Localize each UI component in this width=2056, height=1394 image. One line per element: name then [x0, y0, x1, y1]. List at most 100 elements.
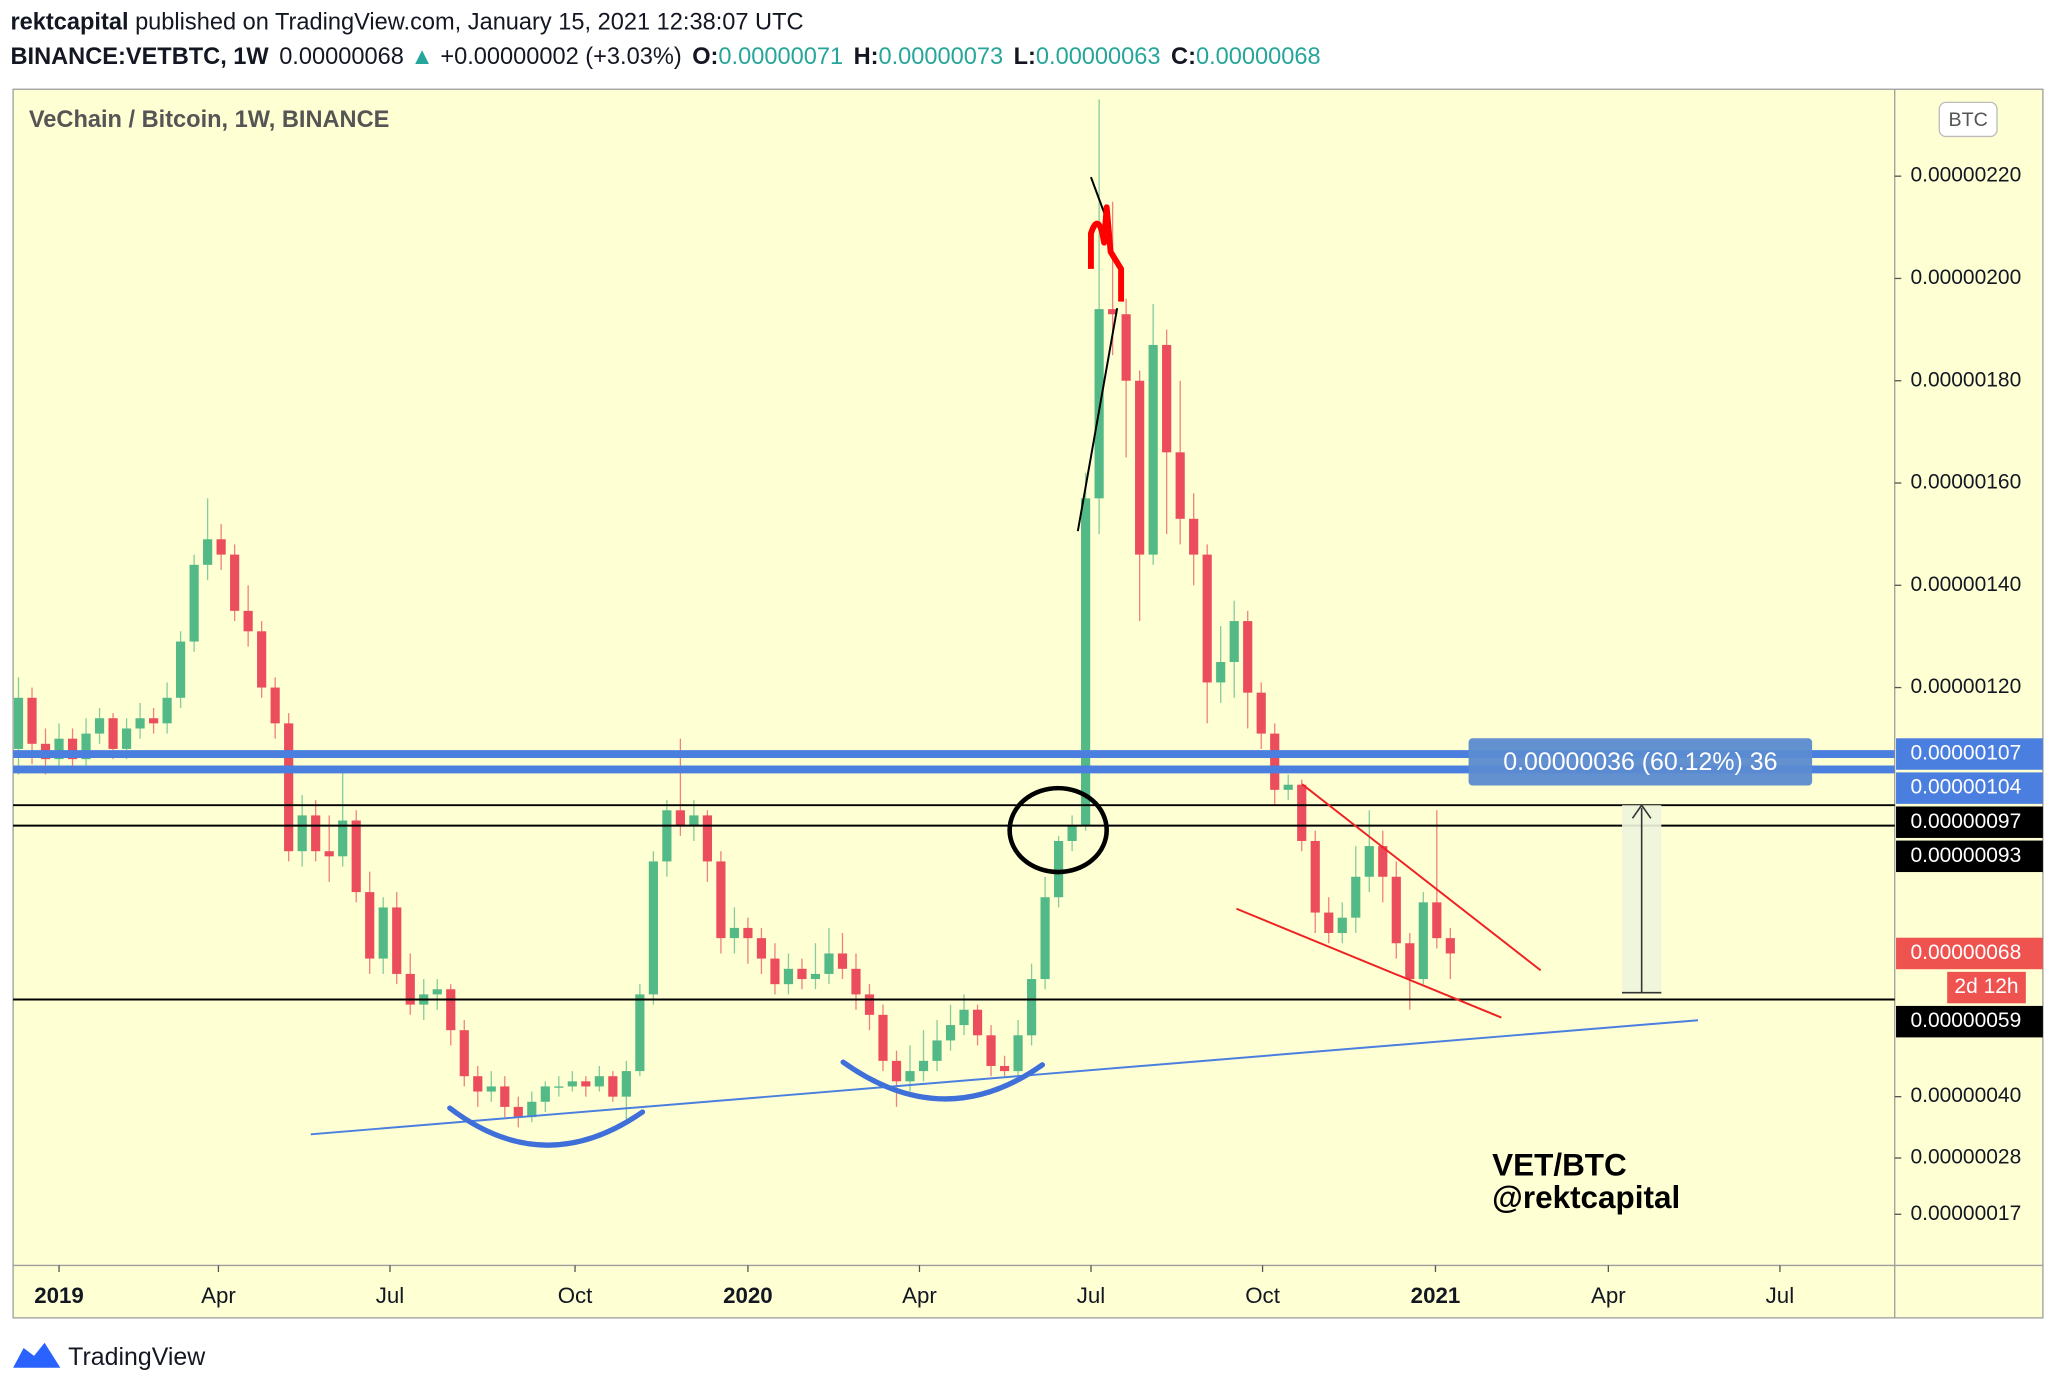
- candle-body: [189, 564, 199, 642]
- candle-body: [324, 851, 334, 857]
- brand-name: TradingView: [68, 1343, 206, 1371]
- measure-arrowhead: [1631, 803, 1652, 819]
- candle-body: [459, 1030, 469, 1077]
- x-tick-label: 2019: [34, 1283, 84, 1308]
- x-tick-label: Oct: [1245, 1283, 1280, 1308]
- annotation: VET/BTC: [1492, 1147, 1627, 1182]
- price-label: 0.00000059: [1910, 1009, 2021, 1032]
- x-tick-label: Apr: [902, 1283, 937, 1308]
- symbol: BINANCE:VETBTC, 1W: [10, 44, 269, 70]
- candle-body: [594, 1076, 604, 1087]
- candle-body: [972, 1009, 983, 1036]
- candle-body: [27, 697, 37, 744]
- candle-body: [1067, 825, 1077, 841]
- price-label: 0.00000104: [1910, 776, 2021, 799]
- candle-body: [257, 631, 267, 688]
- candle-body: [311, 815, 321, 852]
- candle-body: [1054, 840, 1064, 898]
- candle-body: [999, 1065, 1010, 1072]
- logo-icon: [13, 1342, 61, 1368]
- candle-body: [567, 1081, 577, 1087]
- candle-body: [635, 994, 645, 1072]
- candle-body: [203, 539, 213, 565]
- author: rektcapital: [10, 10, 128, 36]
- candle-body: [284, 723, 294, 852]
- candle-body: [932, 1040, 942, 1061]
- x-tick-label: Apr: [1591, 1283, 1626, 1308]
- high-value: 0.00000073: [878, 44, 1003, 70]
- change-arrow: ▲: [410, 44, 433, 70]
- candle-body: [297, 815, 307, 852]
- low-label: L:: [1014, 44, 1036, 70]
- candle-body: [918, 1060, 929, 1072]
- low-value: 0.00000063: [1036, 44, 1161, 70]
- candle-body: [1445, 938, 1455, 954]
- candle-body: [513, 1106, 523, 1118]
- brand-logo: [13, 1342, 61, 1368]
- candle-body: [1378, 846, 1388, 877]
- candle-body: [1243, 621, 1253, 693]
- candle-body: [54, 738, 64, 760]
- candle-body: [1081, 498, 1091, 826]
- candle-body: [702, 815, 712, 862]
- candle-body: [864, 994, 875, 1015]
- y-tick-label: 0.00000180: [1910, 368, 2021, 391]
- candle-body: [1270, 733, 1280, 790]
- candle-body: [797, 968, 807, 980]
- candle-body: [230, 554, 240, 611]
- plot: [13, 99, 1895, 1128]
- unit-badge[interactable]: [1938, 101, 1998, 138]
- candle-body: [1337, 917, 1347, 934]
- x-tick-label: Jul: [1077, 1283, 1105, 1308]
- candle-body: [662, 810, 672, 862]
- candle-body: [1121, 314, 1131, 381]
- bottom-arc: [840, 1059, 1046, 1102]
- candle-body: [81, 733, 91, 760]
- change: +0.00000002 (+3.03%): [440, 44, 681, 70]
- header-line-1: rektcapital published on TradingView.com,…: [10, 10, 803, 36]
- candle-body: [1297, 784, 1307, 841]
- candle-body: [1216, 661, 1226, 683]
- candle-body: [1418, 902, 1428, 980]
- candle-body: [67, 738, 78, 760]
- candle-body: [446, 989, 456, 1031]
- candle-body: [1405, 943, 1415, 980]
- price-label-box: [1896, 806, 2043, 838]
- chart-frame: [12, 88, 2044, 1319]
- sketch-line: [1076, 308, 1119, 532]
- x-tick-label: Oct: [558, 1283, 593, 1308]
- candle-body: [94, 718, 105, 734]
- high-label: H:: [854, 44, 879, 70]
- candle-body: [13, 697, 24, 749]
- candle-body: [1108, 309, 1118, 315]
- candle-body: [473, 1076, 483, 1092]
- x-tick-label: Jul: [376, 1283, 404, 1308]
- candle-body: [176, 641, 186, 698]
- y-tick-label: 0.00000200: [1910, 266, 2021, 289]
- candle-body: [1364, 846, 1374, 877]
- x-tick-label: Jul: [1766, 1283, 1794, 1308]
- y-tick-label: 0.00000120: [1910, 675, 2021, 698]
- candle-body: [378, 907, 388, 959]
- measure-label: 0.00000036 (60.12%) 36: [1503, 748, 1777, 776]
- candle-body: [1351, 876, 1361, 918]
- candle-body: [1148, 344, 1158, 555]
- candle-body: [1432, 902, 1442, 939]
- candle-body: [1013, 1035, 1023, 1072]
- candle-body: [365, 892, 375, 959]
- candle-body: [1094, 309, 1104, 499]
- wedge-line: [1301, 783, 1542, 972]
- candle-body: [108, 718, 118, 749]
- candle-body: [554, 1086, 564, 1088]
- candle-body: [959, 1009, 969, 1026]
- price-label-box: [1896, 840, 2043, 873]
- close-label: C:: [1171, 44, 1196, 70]
- candle-body: [689, 815, 699, 826]
- candle-body: [945, 1025, 956, 1041]
- circle-marker: [1007, 785, 1109, 875]
- candle-body: [729, 927, 740, 939]
- price-label: 0.00000068: [1910, 941, 2021, 964]
- countdown-box: [1947, 971, 2026, 1004]
- price-label: 0.00000107: [1910, 742, 2021, 765]
- price-label: 0.00000093: [1910, 844, 2021, 867]
